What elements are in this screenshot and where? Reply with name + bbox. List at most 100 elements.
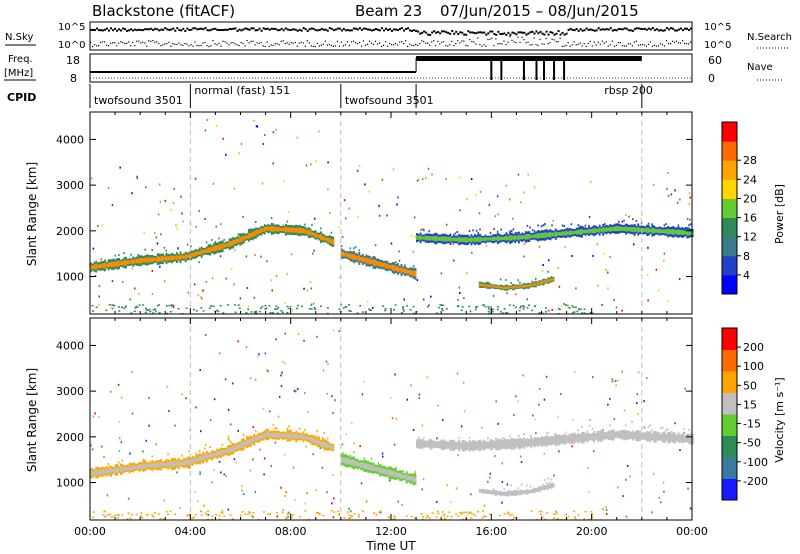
scatter-cell [471, 251, 473, 254]
scatter-cell [337, 226, 340, 229]
ground-cell [555, 512, 558, 515]
scatter-cell [235, 461, 238, 464]
echo-cell [468, 230, 471, 233]
echo-cell [225, 243, 228, 248]
echo-cell [506, 492, 509, 496]
echo-cell [358, 255, 361, 262]
colorbar-tick-label: 20 [743, 192, 757, 205]
echo-cell [491, 285, 493, 288]
echo-cell [197, 251, 200, 256]
echo-cell [154, 463, 157, 468]
echo-cell [209, 246, 212, 253]
echo-cell [198, 247, 201, 250]
echo-cell [284, 226, 287, 233]
scatter-cell [470, 177, 473, 180]
echo-cell [512, 440, 515, 447]
scatter-cell [557, 416, 560, 419]
cpid-segment-label: rbsp 200 [604, 84, 653, 97]
ground-cell [555, 510, 558, 513]
y-tick-label: 2000 [56, 431, 84, 444]
power-ylabel: Slant Range [km] [25, 162, 39, 266]
echo-cell [147, 464, 150, 468]
ground-cell [174, 513, 177, 515]
ground-cell [200, 307, 203, 309]
ground-cell [402, 310, 405, 312]
echo-cell [480, 489, 483, 492]
scatter-cell [127, 497, 130, 500]
echo-cell [365, 257, 368, 264]
echo-cell [577, 435, 580, 441]
echo-cell [524, 440, 527, 445]
scatter-cell [532, 414, 534, 417]
scatter-cell [312, 453, 314, 456]
ground-cell [527, 304, 530, 306]
scatter-cell [489, 472, 492, 475]
scatter-cell [633, 234, 636, 237]
scatter-cell [319, 447, 322, 450]
ground-cell [149, 310, 152, 313]
echo-cell [661, 229, 664, 234]
echo-cell [546, 229, 548, 232]
scatter-cell [613, 418, 616, 421]
echo-cell [314, 434, 317, 437]
echo-cell [219, 243, 222, 250]
scatter-cell [507, 512, 509, 515]
echo-cell [104, 469, 106, 474]
ground-cell [245, 311, 248, 314]
echo-cell [211, 247, 214, 252]
echo-cell [543, 479, 546, 482]
scatter-cell [475, 194, 477, 197]
scatter-cell [254, 254, 256, 257]
echo-cell [535, 233, 538, 239]
echo-cell [153, 463, 156, 468]
echo-cell [248, 439, 250, 445]
scatter-cell [229, 423, 232, 426]
ground-cell [193, 308, 196, 311]
scatter-cell [500, 310, 502, 313]
scatter-cell [456, 372, 459, 375]
scatter-cell [424, 177, 427, 180]
ground-cell [269, 311, 272, 314]
scatter-cell [332, 474, 334, 477]
scatter-cell [341, 235, 344, 238]
echo-cell [646, 227, 648, 234]
scatter-cell [304, 392, 306, 395]
echo-cell [543, 486, 546, 489]
echo-cell [543, 280, 546, 284]
scatter-cell [278, 395, 281, 398]
echo-cell [424, 235, 427, 241]
echo-cell [263, 433, 266, 438]
echo-cell [288, 433, 291, 439]
echo-cell [320, 227, 322, 230]
echo-cell [382, 468, 385, 474]
ground-cell [546, 512, 549, 514]
echo-cell [632, 432, 634, 438]
scatter-cell [469, 310, 472, 313]
echo-cell [246, 435, 248, 438]
echo-cell [417, 441, 420, 447]
echo-cell [510, 235, 513, 241]
echo-cell [492, 488, 495, 491]
scatter-cell [220, 471, 222, 474]
echo-cell [461, 237, 464, 242]
scatter-cell [182, 220, 184, 223]
echo-cell [519, 285, 522, 288]
velocity-ylabel: Slant Range [km] [25, 368, 39, 472]
echo-cell [513, 489, 516, 492]
scatter-cell [246, 287, 249, 290]
ground-cell [186, 515, 189, 517]
echo-cell [503, 236, 506, 241]
ground-cell [393, 517, 396, 520]
ground-cell [405, 515, 408, 518]
echo-cell [656, 229, 659, 233]
echo-cell [456, 237, 459, 242]
echo-cell [480, 283, 483, 287]
freq-label: Freq. [8, 54, 33, 65]
ground-cell [239, 514, 242, 517]
scatter-cell [239, 297, 242, 300]
y-tick-label: 2000 [56, 225, 84, 238]
echo-cell [512, 228, 515, 231]
echo-cell [156, 462, 159, 468]
echo-cell [653, 433, 656, 440]
scatter-cell [92, 247, 95, 250]
